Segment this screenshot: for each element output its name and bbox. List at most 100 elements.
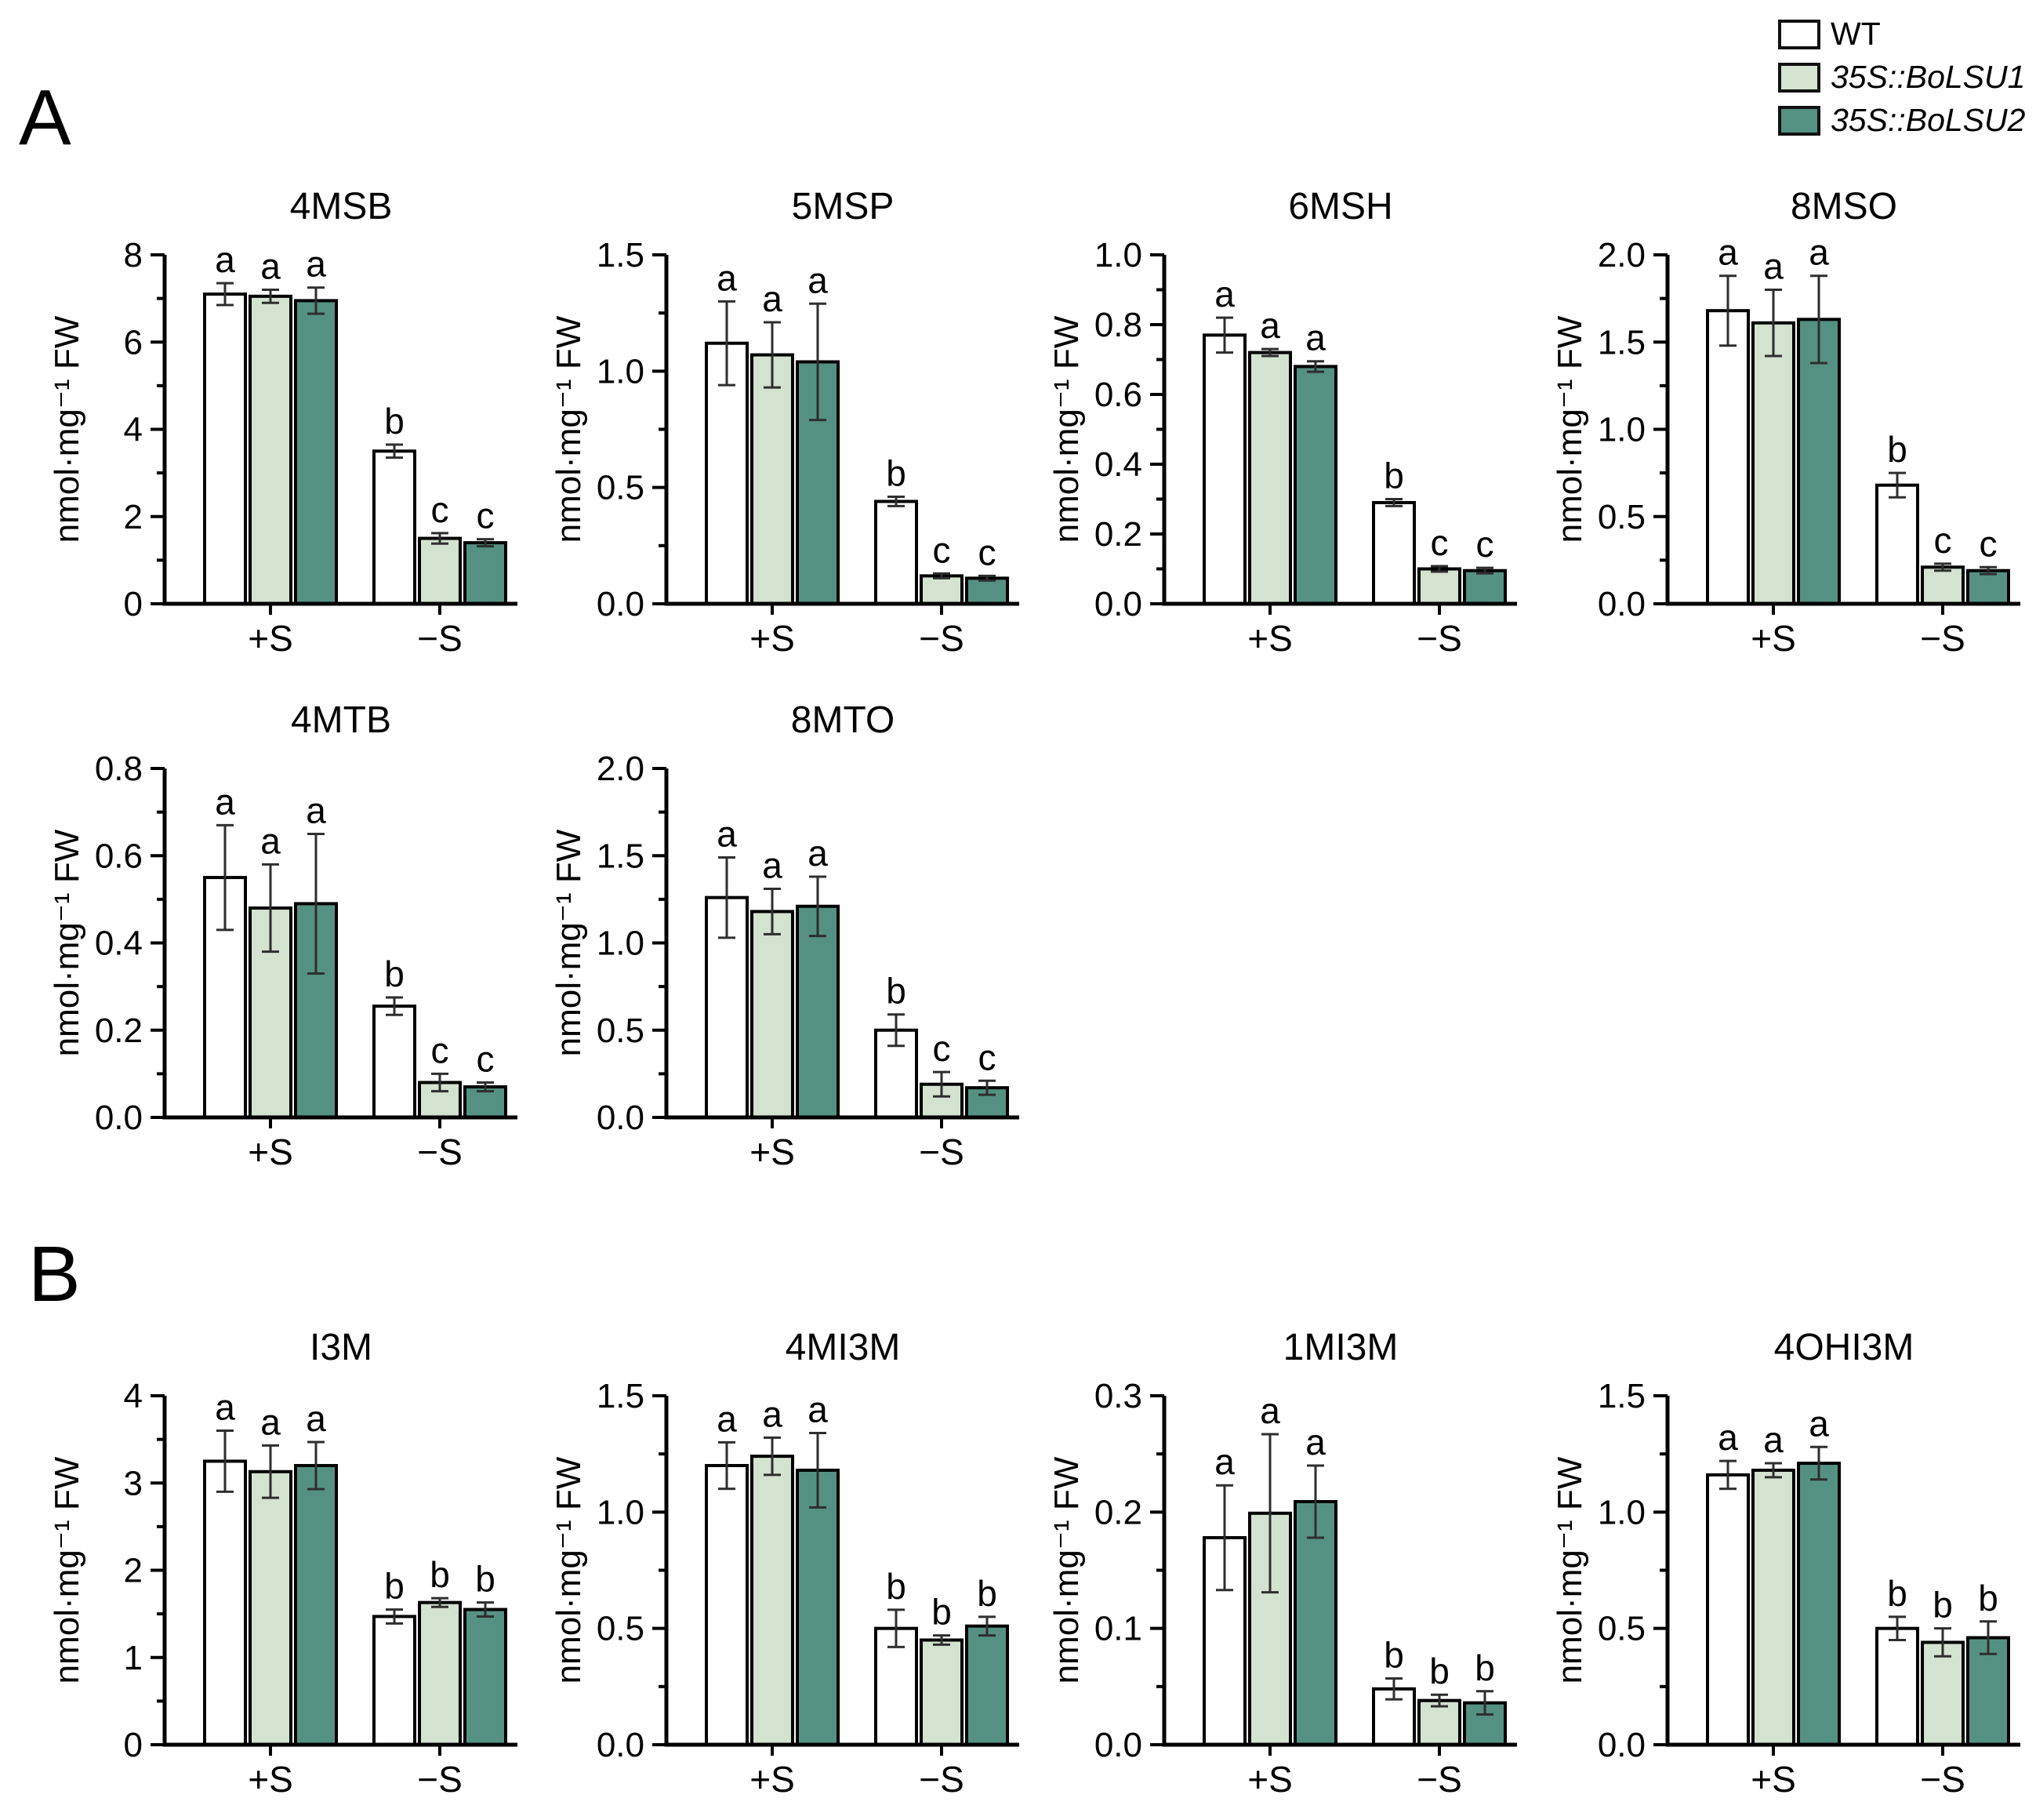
bar-35S::BoLSU2-+S [796, 904, 840, 1119]
y-tick-label: 0.4 [95, 925, 143, 963]
chart-slot-i3m: I3M nmol·mg⁻¹ FW a a a +S b b b −S 0 1 2 3 4 [47, 1317, 533, 1819]
bar-35S::BoLSU2-−S [965, 576, 1009, 605]
sig-letter: a [1214, 1441, 1235, 1482]
bar-WT-−S [1875, 1626, 1919, 1746]
x-tick-label: +S [1751, 618, 1796, 659]
sig-letter: c [477, 496, 495, 536]
sig-letter: a [1763, 1419, 1784, 1460]
sig-letter: b [1887, 429, 1907, 470]
chart-slot-8mso: 8MSO nmol·mg⁻¹ FW a a a +S b c c −S 0.0 0.5 1.0 1.5 2.… [1550, 176, 2036, 678]
x-tick-label: +S [248, 1132, 293, 1172]
bar-35S::BoLSU1-+S [750, 910, 794, 1119]
chart-title: 4MTB [291, 699, 391, 741]
sig-letter: b [384, 1566, 405, 1607]
y-axis-label: nmol·mg⁻¹ FW [1551, 1456, 1589, 1684]
bar-35S::BoLSU1-−S [1417, 567, 1461, 605]
y-tick-label: 1.0 [1598, 411, 1646, 449]
bar-35S::BoLSU2-+S [796, 1468, 840, 1747]
bar-35S::BoLSU1-+S [249, 1469, 292, 1746]
sig-letter: a [306, 790, 326, 830]
bar-35S::BoLSU2-+S [1294, 365, 1337, 605]
bar-WT-+S [705, 1464, 749, 1746]
sig-letter: b [1887, 1573, 1907, 1614]
y-tick-label: 0.5 [1598, 1610, 1646, 1648]
bar-35S::BoLSU1-+S [750, 353, 794, 605]
y-tick-label: 1.0 [597, 352, 644, 391]
bar-35S::BoLSU1-+S [1751, 1468, 1795, 1747]
y-tick-label: 1.5 [597, 1377, 644, 1415]
y-tick-label: 1.0 [597, 1493, 644, 1531]
y-axis-label: nmol·mg⁻¹ FW [550, 1456, 588, 1684]
chart-slot-6msh: 6MSH nmol·mg⁻¹ FW a a a +S b c c −S 0.0 0.2 0.4 0.6 0.… [1047, 176, 1533, 678]
y-tick-label: 0.6 [1094, 376, 1142, 414]
sig-letter: a [808, 260, 828, 300]
bar-35S::BoLSU1-+S [750, 1455, 794, 1746]
sig-letter: b [384, 401, 405, 441]
sig-letter: b [931, 1592, 952, 1633]
bar-WT-+S [1706, 309, 1750, 605]
y-tick-label: 0.3 [1094, 1377, 1142, 1415]
bar-WT-+S [203, 1459, 247, 1746]
bar-35S::BoLSU1-−S [1417, 1698, 1461, 1746]
sig-letter: b [1933, 1585, 1953, 1626]
sig-letter: c [978, 532, 996, 572]
x-tick-label: +S [1247, 1759, 1293, 1800]
y-axis-label: nmol·mg⁻¹ FW [1047, 315, 1086, 543]
legend-label-bolsu2: 35S::BoLSU2 [1831, 102, 2026, 138]
y-tick-label: 0.2 [1094, 1493, 1142, 1531]
sig-letter: c [933, 1028, 951, 1069]
chart-slot-8mto: 8MTO nmol·mg⁻¹ FW a a a +S b c c −S 0.0 0.5 1.0 1.5 2.… [549, 690, 1035, 1192]
sig-letter: a [260, 820, 281, 861]
sig-letter: a [260, 246, 281, 287]
bar-WT-−S [1875, 483, 1919, 606]
y-axis-label: nmol·mg⁻¹ FW [550, 315, 588, 543]
sig-letter: a [717, 1398, 737, 1439]
bar-35S::BoLSU2-+S [1797, 1462, 1841, 1747]
legend-label-wt: WT [1831, 16, 1881, 52]
chart-title: 6MSH [1288, 186, 1392, 227]
panel-label-b: B [28, 1230, 81, 1318]
legend-item-wt: WT [1778, 16, 2025, 53]
sig-letter: a [808, 1389, 828, 1429]
sig-letter: a [306, 1398, 326, 1439]
bar-35S::BoLSU2-−S [463, 541, 507, 605]
y-tick-label: 0.0 [1598, 585, 1646, 623]
y-tick-label: 0.2 [95, 1012, 143, 1050]
x-tick-label: −S [1417, 618, 1462, 659]
x-tick-label: −S [1920, 1759, 1965, 1800]
legend-swatch-bolsu2 [1778, 105, 1820, 136]
bar-WT-+S [1203, 333, 1247, 605]
x-tick-label: +S [248, 1759, 293, 1800]
legend-swatch-bolsu1 [1778, 62, 1820, 93]
chart-title: 8MTO [791, 699, 895, 741]
sig-letter: a [215, 781, 235, 822]
x-tick-label: +S [1751, 1759, 1796, 1800]
sig-letter: a [306, 244, 326, 285]
y-tick-label: 1.0 [1094, 236, 1142, 274]
y-tick-label: 1.0 [1598, 1493, 1646, 1531]
chart-slot-4msb: 4MSB nmol·mg⁻¹ FW a a a +S b c c −S 0 2 4 6 8 [47, 176, 533, 678]
y-tick-label: 6 [124, 323, 143, 361]
sig-letter: a [215, 239, 235, 280]
x-tick-label: −S [417, 1132, 463, 1172]
y-tick-label: 0.6 [95, 837, 143, 875]
y-axis-label: nmol·mg⁻¹ FW [1047, 1456, 1086, 1684]
sig-letter: a [1305, 1422, 1326, 1462]
sig-letter: a [1763, 246, 1784, 287]
y-tick-label: 0 [124, 1726, 143, 1764]
sig-letter: c [1431, 522, 1449, 563]
sig-letter: c [978, 1037, 996, 1077]
sig-letter: b [977, 1573, 997, 1614]
y-axis-label: nmol·mg⁻¹ FW [1551, 315, 1589, 543]
sig-letter: a [762, 278, 782, 319]
y-axis-label: nmol·mg⁻¹ FW [48, 829, 86, 1056]
sig-letter: a [1305, 318, 1326, 358]
chart-slot-4mi3m: 4MI3M nmol·mg⁻¹ FW a a a +S b b b −S 0.0 0.5 1.0 1.5 [549, 1317, 1035, 1819]
bar-35S::BoLSU1-−S [1921, 565, 1965, 605]
y-tick-label: 1.5 [1598, 323, 1646, 361]
sig-letter: c [1934, 520, 1952, 561]
